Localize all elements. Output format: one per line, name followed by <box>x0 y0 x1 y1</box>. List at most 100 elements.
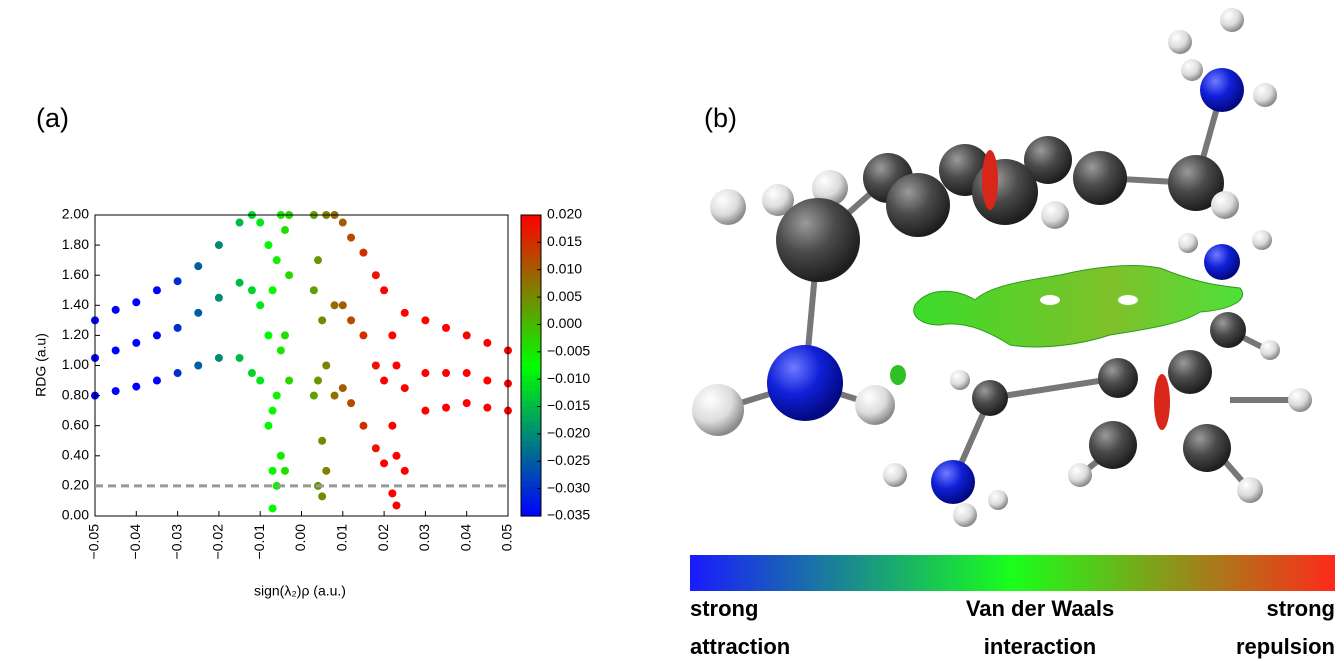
colorbar-slice <box>521 375 541 382</box>
scale-label: attraction <box>690 634 790 659</box>
point <box>392 451 401 460</box>
point <box>483 376 492 385</box>
y-tick-label: 0.80 <box>62 386 89 402</box>
point <box>442 403 451 412</box>
point <box>194 262 203 271</box>
point <box>442 323 451 332</box>
y-tick-label: 1.00 <box>62 356 89 372</box>
point <box>152 331 161 340</box>
colorbar-slice <box>521 225 541 231</box>
point <box>194 361 203 370</box>
colorbar-slice <box>521 320 541 326</box>
point <box>359 421 368 430</box>
colorbar-slice <box>521 390 541 397</box>
point <box>256 376 265 385</box>
point <box>338 384 347 393</box>
panel-label: (a) <box>36 103 69 133</box>
colorbar-slice <box>521 460 541 467</box>
point <box>272 391 281 400</box>
colorbar-slice <box>521 420 541 427</box>
point <box>483 403 492 412</box>
y-tick-label: 0.40 <box>62 447 89 463</box>
colorbar-slice <box>521 305 541 311</box>
colorbar-tick-label: 0.015 <box>547 233 582 249</box>
point <box>338 301 347 310</box>
point <box>314 376 323 385</box>
point <box>322 361 331 370</box>
colorbar-slice <box>521 280 541 286</box>
x-tick-label: −0.03 <box>168 524 184 560</box>
point <box>132 382 141 391</box>
x-tick-label: −0.05 <box>86 524 102 560</box>
point <box>247 286 256 295</box>
point <box>214 241 223 250</box>
colorbar-tick-label: −0.020 <box>547 425 590 441</box>
colorbar-tick-label: −0.005 <box>547 343 590 359</box>
plot-area: 0.00 0.20 0.40 0.60 0.80 1.00 1.20 1.40 1.60 1.80… <box>62 206 591 560</box>
colorbar-tick-label: −0.015 <box>547 397 590 413</box>
color-scale-bar <box>690 555 1335 591</box>
x-tick-label: 0.00 <box>292 524 308 551</box>
colorbar-slice <box>521 395 541 402</box>
point <box>330 301 339 310</box>
colorbar-slice <box>521 400 541 407</box>
colorbar-slice <box>521 250 541 256</box>
point <box>268 406 277 415</box>
y-tick-label: 1.40 <box>62 296 89 312</box>
point <box>194 308 203 317</box>
colorbar-slice <box>521 435 541 442</box>
x-tick-label: −0.02 <box>210 524 226 560</box>
colorbar-slice <box>521 445 541 452</box>
y-tick-label: 0.00 <box>62 507 89 523</box>
colorbar-slice <box>521 255 541 261</box>
colorbar-slice <box>521 455 541 462</box>
colorbar-slice <box>521 245 541 251</box>
point <box>400 308 409 317</box>
point <box>314 256 323 265</box>
colorbar-tick-label: 0.010 <box>547 260 582 276</box>
point <box>388 331 397 340</box>
x-tick-label: 0.05 <box>499 524 515 551</box>
point <box>380 459 389 468</box>
point <box>247 369 256 378</box>
point <box>338 218 347 227</box>
point <box>111 305 120 314</box>
point <box>371 444 380 453</box>
colorbar-tick-label: 0.005 <box>547 288 582 304</box>
colorbar-slice <box>521 220 541 226</box>
point <box>392 361 401 370</box>
colorbar-slice <box>521 235 541 241</box>
colorbar-tick-label: −0.010 <box>547 370 590 386</box>
point <box>173 277 182 286</box>
point <box>318 316 327 325</box>
colorbar-slice <box>521 370 541 377</box>
colorbar-slice <box>521 345 541 352</box>
point <box>347 399 356 408</box>
point <box>272 256 281 265</box>
point <box>268 286 277 295</box>
x-tick-label: −0.04 <box>127 524 143 560</box>
point <box>256 301 265 310</box>
colorbar-tick-label: −0.035 <box>547 507 590 523</box>
point <box>421 369 430 378</box>
plot-frame <box>94 214 509 517</box>
point <box>318 436 327 445</box>
colorbar-slice <box>521 260 541 266</box>
point <box>388 421 397 430</box>
colorbar-slice <box>521 265 541 271</box>
colorbar-tick-label: 0.000 <box>547 315 582 331</box>
colorbar-slice <box>521 410 541 417</box>
point <box>421 316 430 325</box>
point <box>400 466 409 475</box>
colorbar-slice <box>521 275 541 281</box>
point <box>392 501 401 510</box>
point <box>272 481 281 490</box>
point <box>214 293 223 302</box>
point <box>285 376 294 385</box>
point <box>173 323 182 332</box>
colorbar-slice <box>521 430 541 437</box>
colorbar-slice <box>521 340 541 347</box>
point <box>371 361 380 370</box>
colorbar-slice <box>521 240 541 246</box>
